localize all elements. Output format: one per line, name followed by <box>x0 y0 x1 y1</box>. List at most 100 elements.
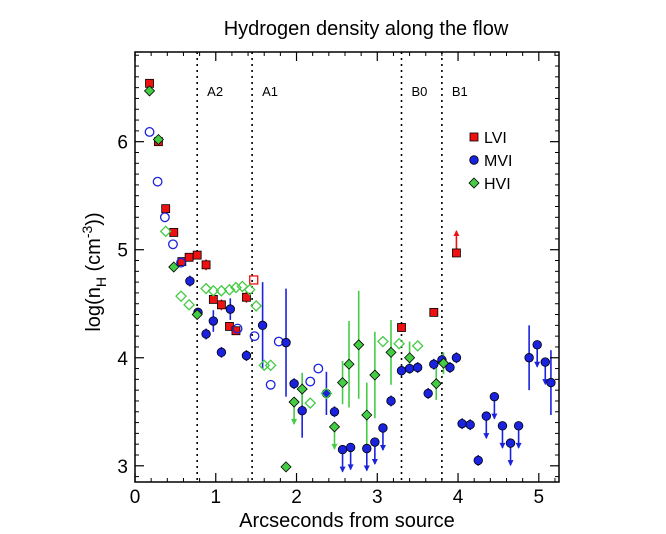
mvi-point <box>257 320 268 331</box>
x-tick-label: 5 <box>534 487 545 508</box>
mvi-point <box>168 239 178 250</box>
hvi-point <box>328 421 341 433</box>
mvi-limit-arrowhead <box>371 459 378 466</box>
hvi-point <box>264 359 277 372</box>
mvi-point <box>505 438 516 448</box>
mvi-point <box>281 337 291 348</box>
mvi-point <box>404 363 415 374</box>
hvi-point <box>175 290 187 303</box>
lvi-point <box>231 326 241 336</box>
lvi-point <box>184 252 194 262</box>
chart-title: Hydrogen density along the flow <box>224 18 509 40</box>
hvi-point <box>296 383 308 395</box>
plot-frame <box>134 51 560 483</box>
mvi-point <box>185 276 195 286</box>
mvi-point <box>321 388 332 399</box>
mvi-point <box>337 444 348 455</box>
mvi-point <box>532 340 542 350</box>
mvi-point <box>473 455 483 466</box>
hvi-limit-arrowhead <box>331 443 338 450</box>
x-tick-label: 0 <box>130 487 141 508</box>
mvi-point <box>216 347 227 358</box>
x-tick-label: 3 <box>372 487 383 508</box>
hvi-point <box>183 298 196 311</box>
hvi-point <box>200 282 212 295</box>
data-points <box>143 78 556 473</box>
mvi-point <box>540 357 550 367</box>
mvi-point <box>412 362 423 373</box>
hvi-point <box>223 283 236 296</box>
mvi-point <box>225 304 235 314</box>
y-tick-label: 4 <box>117 349 128 370</box>
mvi-limit-arrowhead <box>339 466 346 473</box>
mvi-point <box>489 391 500 402</box>
hvi-point <box>230 281 242 294</box>
region-label-a2: A2 <box>207 84 223 99</box>
lvi-point <box>242 292 251 302</box>
mvi-point <box>305 376 316 387</box>
y-tick-label: 3 <box>117 457 128 478</box>
lvi-point <box>429 307 439 317</box>
mvi-point <box>378 423 388 433</box>
hvi-point <box>361 409 373 421</box>
lvi-point <box>452 248 461 258</box>
region-label-b0: B0 <box>412 84 428 99</box>
lvi-point <box>217 300 226 310</box>
mvi-limit-arrowhead <box>507 460 514 467</box>
hvi-point <box>250 299 263 312</box>
mvi-point <box>465 420 475 430</box>
region-markers: A2 A1 B0 B1 <box>196 52 468 482</box>
mvi-point <box>386 396 396 406</box>
mvi-point <box>457 418 467 429</box>
lvi-point <box>169 228 179 237</box>
x-tick-label: 2 <box>291 487 302 508</box>
legend-marker-hvi <box>468 177 480 189</box>
hvi-point <box>320 387 333 400</box>
mvi-limit-arrowhead <box>483 433 490 440</box>
hvi-point <box>343 358 355 370</box>
mvi-point <box>249 331 260 342</box>
mvi-limit-arrowhead <box>499 442 506 449</box>
x-tick-label: 4 <box>453 487 464 508</box>
lvi-point <box>397 323 406 332</box>
hvi-point <box>288 396 300 408</box>
mvi-limit-arrowhead <box>491 413 498 420</box>
mvi-point <box>497 421 508 431</box>
mvi-point <box>201 329 211 339</box>
mvi-point <box>445 362 455 373</box>
hvi-point <box>353 339 365 351</box>
mvi-point <box>429 359 439 369</box>
hvi-point <box>411 339 424 352</box>
mvi-point <box>232 323 243 334</box>
mvi-point <box>423 388 433 399</box>
legend-label-lvi: LVI <box>484 130 507 147</box>
y-tick-label: 6 <box>117 133 128 154</box>
legend-label-hvi: HVI <box>484 176 511 193</box>
mvi-point <box>208 316 219 326</box>
lvi-point <box>192 250 202 260</box>
hvi-point <box>236 280 249 293</box>
hvi-point <box>393 337 406 350</box>
mvi-point <box>370 437 380 447</box>
mvi-point <box>345 442 356 453</box>
legend-label-mvi: MVI <box>484 153 512 170</box>
hvi-point <box>280 461 292 473</box>
mvi-limit-arrowhead <box>347 464 354 471</box>
mvi-point <box>297 405 307 416</box>
hvi-limit-arrowhead <box>291 419 298 426</box>
mvi-point <box>152 176 163 187</box>
mvi-point <box>524 353 534 363</box>
hvi-point <box>207 284 220 297</box>
mvi-point <box>313 363 324 374</box>
region-label-a1: A1 <box>262 84 278 99</box>
mvi-point <box>144 126 155 137</box>
x-tick-label: 1 <box>210 487 221 508</box>
mvi-point <box>329 407 340 417</box>
hvi-point <box>369 369 381 381</box>
hvi-point <box>336 377 349 389</box>
region-label-b1: B1 <box>452 84 468 99</box>
hvi-point <box>159 225 172 238</box>
lvi-limit-arrowhead <box>453 229 460 236</box>
axis-ticks: 0 1 2 3 4 5 3 4 5 6 <box>117 52 559 508</box>
hvi-point <box>377 335 389 348</box>
